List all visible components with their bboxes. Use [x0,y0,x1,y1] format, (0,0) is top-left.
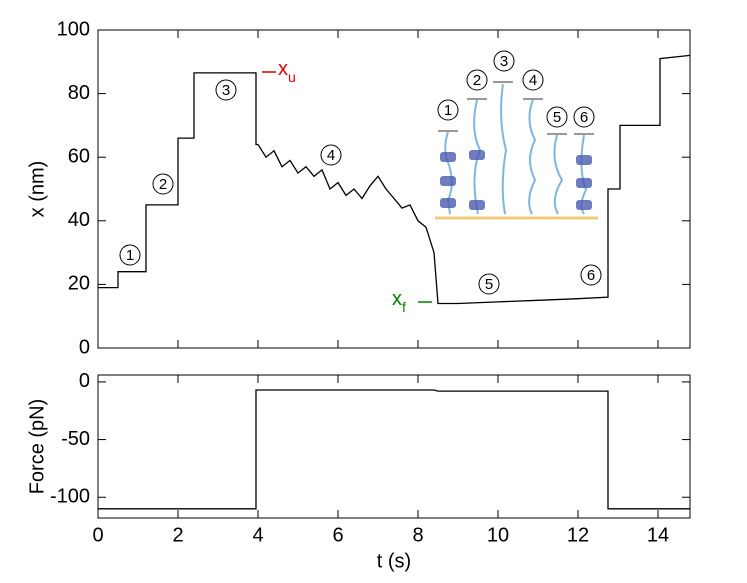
level-label: xf [392,288,406,314]
annotation-circle [215,79,237,101]
x-tick-label: 14 [647,524,669,546]
annotation-circle [152,173,174,195]
x-tick-label: 2 [172,524,183,546]
molecule [500,83,508,215]
y-axis-label: Force (pN) [26,399,48,495]
data-line [98,389,690,510]
x-tick-label: 6 [332,524,343,546]
inset-circle [573,106,595,128]
inset-label: 3 [500,53,508,70]
y-axis-label: x (nm) [26,161,48,218]
plot-frame [97,29,691,349]
annotation: 1 [126,247,134,264]
molecule [444,131,453,215]
level-symbol: x [278,58,288,80]
inset-circle [493,50,515,72]
domain [440,198,456,208]
domain [576,155,592,165]
y-tick-label: 20 [68,273,90,295]
annotation: 6 [587,267,595,284]
level-label: xu [278,58,296,84]
annotation: 5 [485,276,493,293]
inset-circle [522,69,544,91]
molecule [528,99,537,215]
inset-label: 1 [444,102,452,119]
molecule [553,134,564,215]
inset-label: 6 [580,109,588,126]
y-tick-label: 100 [57,18,90,40]
y-tick-label: 80 [68,82,90,104]
annotation-circle [478,273,500,295]
y-tick-label: 60 [68,145,90,167]
annotation-circle [580,264,602,286]
domain [469,200,485,210]
inset-circle [466,69,488,91]
annotation: 2 [159,176,167,193]
x-tick-label: 4 [252,524,263,546]
plot-frame [97,374,691,519]
x-axis-label: t (s) [377,550,411,572]
domain [440,176,456,186]
inset-circle [546,106,568,128]
x-tick-label: 10 [487,524,509,546]
data-line [98,54,691,305]
inset-label: 5 [553,109,561,126]
x-tick-label: 0 [92,524,103,546]
annotation: 4 [327,147,335,164]
annotation-circle [320,144,342,166]
domain [469,150,485,160]
level-symbol: x [392,288,402,310]
domain [576,200,592,210]
inset-circle [437,99,459,121]
domain [440,152,456,162]
y-tick-label: 0 [79,336,90,358]
x-tick-label: 12 [567,524,589,546]
y-tick-label: -50 [61,428,90,450]
y-tick-label: -100 [50,486,90,508]
y-tick-label: 0 [79,370,90,392]
y-tick-label: 40 [68,209,90,231]
level-subscript: f [402,299,406,315]
annotation: 3 [222,82,230,99]
annotation-circle [119,244,141,266]
inset-cartoon [435,81,598,220]
domain [576,178,592,188]
x-tick-label: 8 [412,524,423,546]
inset-label: 2 [473,72,481,89]
inset-label: 4 [529,72,537,89]
level-subscript: u [288,69,296,85]
